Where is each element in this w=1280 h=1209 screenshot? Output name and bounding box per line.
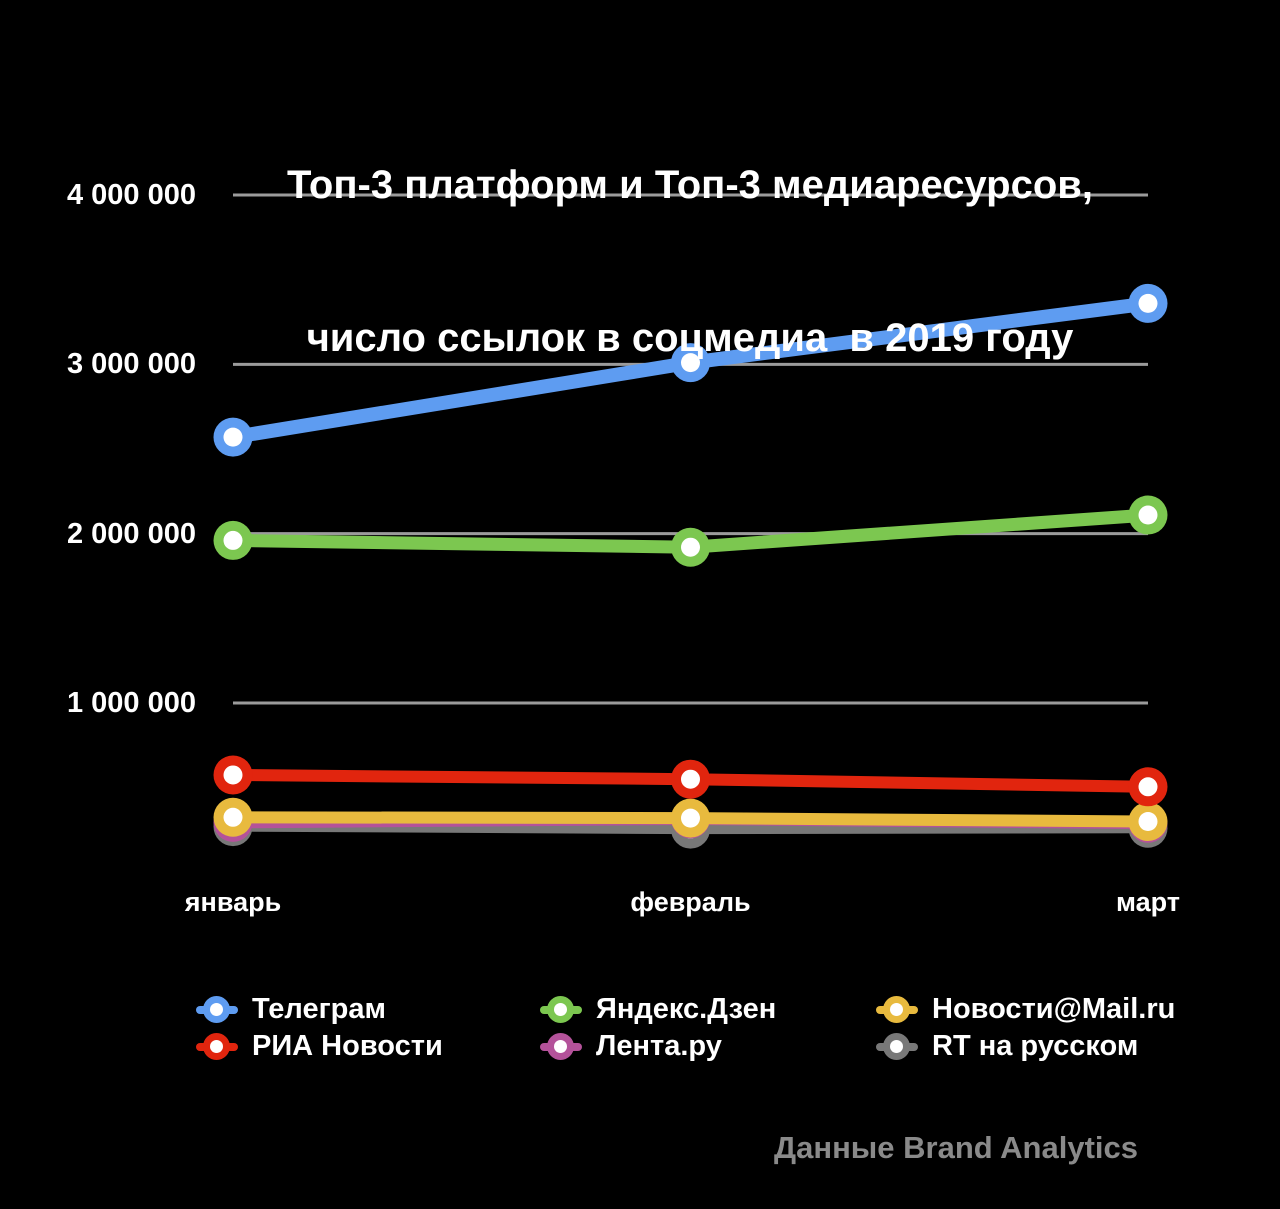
data-point-center-icon: [1138, 777, 1158, 797]
legend-label: RT на русском: [932, 1030, 1139, 1062]
y-tick-label: 2 000 000: [66, 517, 196, 550]
legend-marker-icon: [196, 1032, 238, 1061]
data-source-credit: Данные Brand Analytics: [774, 1130, 1138, 1165]
legend-marker-icon: [876, 1032, 918, 1061]
series-yandex-zen: [213, 495, 1168, 567]
data-point-center-icon: [681, 808, 700, 828]
legend-item-telegram: Телеграм: [196, 991, 443, 1028]
series-telegram: [213, 283, 1168, 457]
data-point-center-icon: [681, 769, 700, 789]
legend-column: Яндекс.Дзен Лента.ру: [540, 991, 777, 1065]
legend-label: Лента.ру: [596, 1030, 722, 1062]
legend-item-lenta-ru: Лента.ру: [540, 1028, 776, 1065]
chart-title-line1: Топ-3 платформ и Топ-3 медиаресурсов,: [287, 163, 1093, 207]
legend-item-ria-news: РИА Новости: [196, 1028, 443, 1065]
series-mail-news: [213, 797, 1168, 842]
data-point-center-icon: [223, 765, 243, 785]
data-point-center-icon: [223, 530, 243, 550]
chart-title-line2: число ссылок в соцмедиа в 2019 году: [306, 316, 1074, 360]
legend-marker-icon: [540, 995, 582, 1024]
x-axis-label: январь: [184, 887, 282, 917]
legend-label: РИА Новости: [252, 1030, 443, 1062]
legend-marker-icon: [876, 995, 918, 1024]
y-tick-label: 4 000 000: [66, 179, 196, 211]
legend-column: Телеграм РИА Новости: [196, 991, 443, 1065]
legend-item-mail-news: Новости@Mail.ru: [876, 991, 1176, 1028]
data-point-center-icon: [1138, 812, 1158, 832]
y-tick-label: 3 000 000: [66, 348, 196, 381]
legend: Телеграм РИА Новости Яндекс.Дзен Лента.ру Но…: [0, 991, 1280, 1071]
legend-column: Новости@Mail.ru RT на русском: [876, 991, 1176, 1065]
data-point-center-icon: [1138, 505, 1158, 525]
series-ria-news: [213, 755, 1168, 807]
legend-marker-icon: [540, 1032, 582, 1061]
legend-marker-icon: [196, 995, 238, 1024]
legend-item-rt-russian: RT на русском: [876, 1028, 1175, 1065]
x-axis-label: март: [1116, 887, 1180, 917]
legend-label: Телеграм: [252, 993, 386, 1025]
legend-label: Новости@Mail.ru: [932, 993, 1176, 1025]
legend-label: Яндекс.Дзен: [596, 993, 777, 1025]
legend-item-yandex-zen: Яндекс.Дзен: [540, 991, 777, 1028]
x-axis-label: февраль: [630, 887, 751, 917]
data-point-center-icon: [681, 353, 700, 373]
chart-title: Топ-3 платформ и Топ-3 медиаресурсов, чи…: [100, 58, 1280, 466]
data-point-center-icon: [223, 427, 243, 447]
data-point-center-icon: [681, 537, 700, 557]
data-point-center-icon: [1138, 293, 1158, 313]
data-point-center-icon: [223, 807, 243, 827]
y-tick-label: 1 000 000: [66, 686, 196, 719]
